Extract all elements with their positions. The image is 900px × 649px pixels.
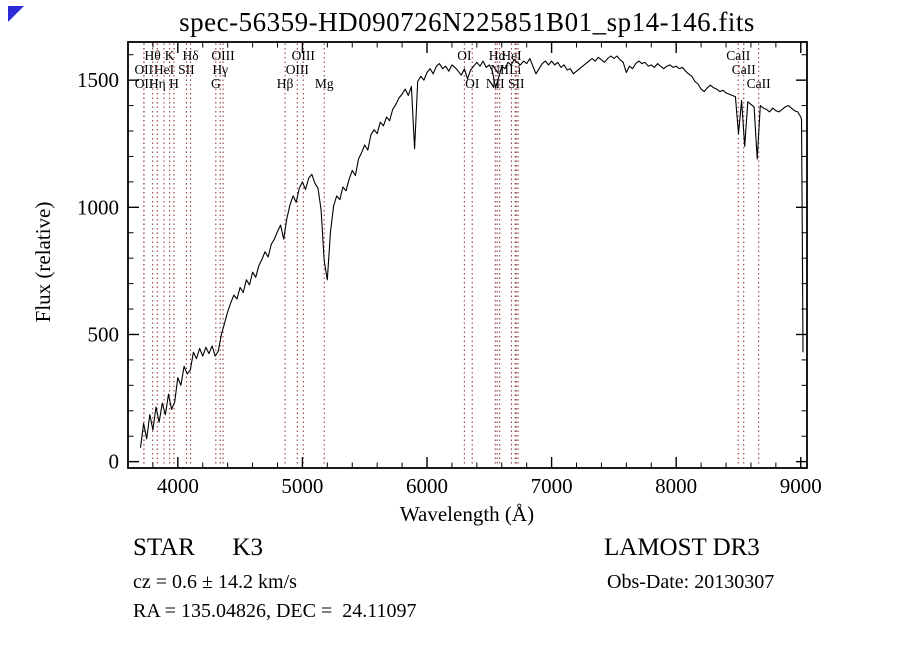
spectrum-plot: Wavelength (Å) Flux (relative) 4000 5000 6… — [31, 41, 822, 526]
y-tick-label: 0 — [109, 450, 120, 474]
line-label: OIII — [211, 48, 235, 63]
line-label: OII — [134, 62, 153, 77]
line-label: SII — [508, 76, 525, 91]
x-tick-label: 6000 — [406, 474, 448, 498]
line-label: OIII — [286, 62, 310, 77]
radec-value: RA = 135.04826, DEC = 24.11097 — [133, 600, 417, 622]
line-label: Hθ — [145, 48, 161, 63]
object-class: STAR K3 — [133, 534, 263, 561]
line-label: HeI — [501, 48, 522, 63]
line-label: OII — [135, 76, 154, 91]
y-tick-label: 1000 — [77, 195, 119, 219]
y-axis-label: Flux (relative) — [31, 202, 55, 323]
line-label: OI — [465, 76, 480, 91]
corner-marker-icon — [8, 6, 24, 22]
y-tick-label: 1500 — [77, 68, 119, 92]
line-label: Hγ — [212, 62, 228, 77]
line-label: Hβ — [277, 76, 294, 91]
line-label: SII — [178, 62, 195, 77]
obs-date: Obs-Date: 20130307 — [607, 571, 775, 593]
x-axis-label: Wavelength (Å) — [400, 502, 534, 526]
cz-value: cz = 0.6 ± 14.2 km/s — [133, 571, 297, 593]
plot-title: spec-56359-HD090726N225851B01_sp14-146.f… — [179, 7, 755, 37]
line-label: CaII — [726, 48, 750, 63]
corner-marker-shape — [8, 6, 24, 22]
line-label: Hδ — [182, 48, 198, 63]
survey-name: LAMOST DR3 — [604, 534, 760, 561]
line-label: Mg — [315, 76, 334, 91]
line-label: Hα — [489, 48, 506, 63]
line-label: NII — [486, 76, 505, 91]
plot-frame — [127, 41, 808, 469]
spectrum-trace — [139, 55, 804, 448]
tick-labels: 4000 5000 6000 7000 8000 9000 0 500 1000 1500 — [77, 68, 822, 498]
spectral-line-labels: OIIOIIHθHηHeIKHSIIHδGHγOIIIHβOIIIOIIIMgO… — [134, 48, 771, 91]
line-label: NII — [490, 62, 509, 77]
line-label: HeI — [154, 62, 175, 77]
x-tick-label: 5000 — [281, 474, 323, 498]
line-label: CaII — [732, 62, 756, 77]
line-label: K — [165, 48, 175, 63]
line-label: Li — [509, 62, 521, 77]
spectral-line-markers — [143, 43, 760, 467]
line-label: G — [211, 76, 221, 91]
line-label: OI — [457, 48, 472, 63]
axis-ticks — [128, 42, 807, 468]
x-tick-label: 8000 — [655, 474, 697, 498]
line-label: CaII — [747, 76, 771, 91]
x-tick-label: 9000 — [780, 474, 822, 498]
x-tick-label: 7000 — [531, 474, 573, 498]
line-label: H — [169, 76, 179, 91]
line-label: OIII — [292, 48, 316, 63]
x-tick-label: 4000 — [157, 474, 199, 498]
line-label: Hη — [149, 76, 166, 91]
y-tick-label: 500 — [88, 322, 120, 346]
